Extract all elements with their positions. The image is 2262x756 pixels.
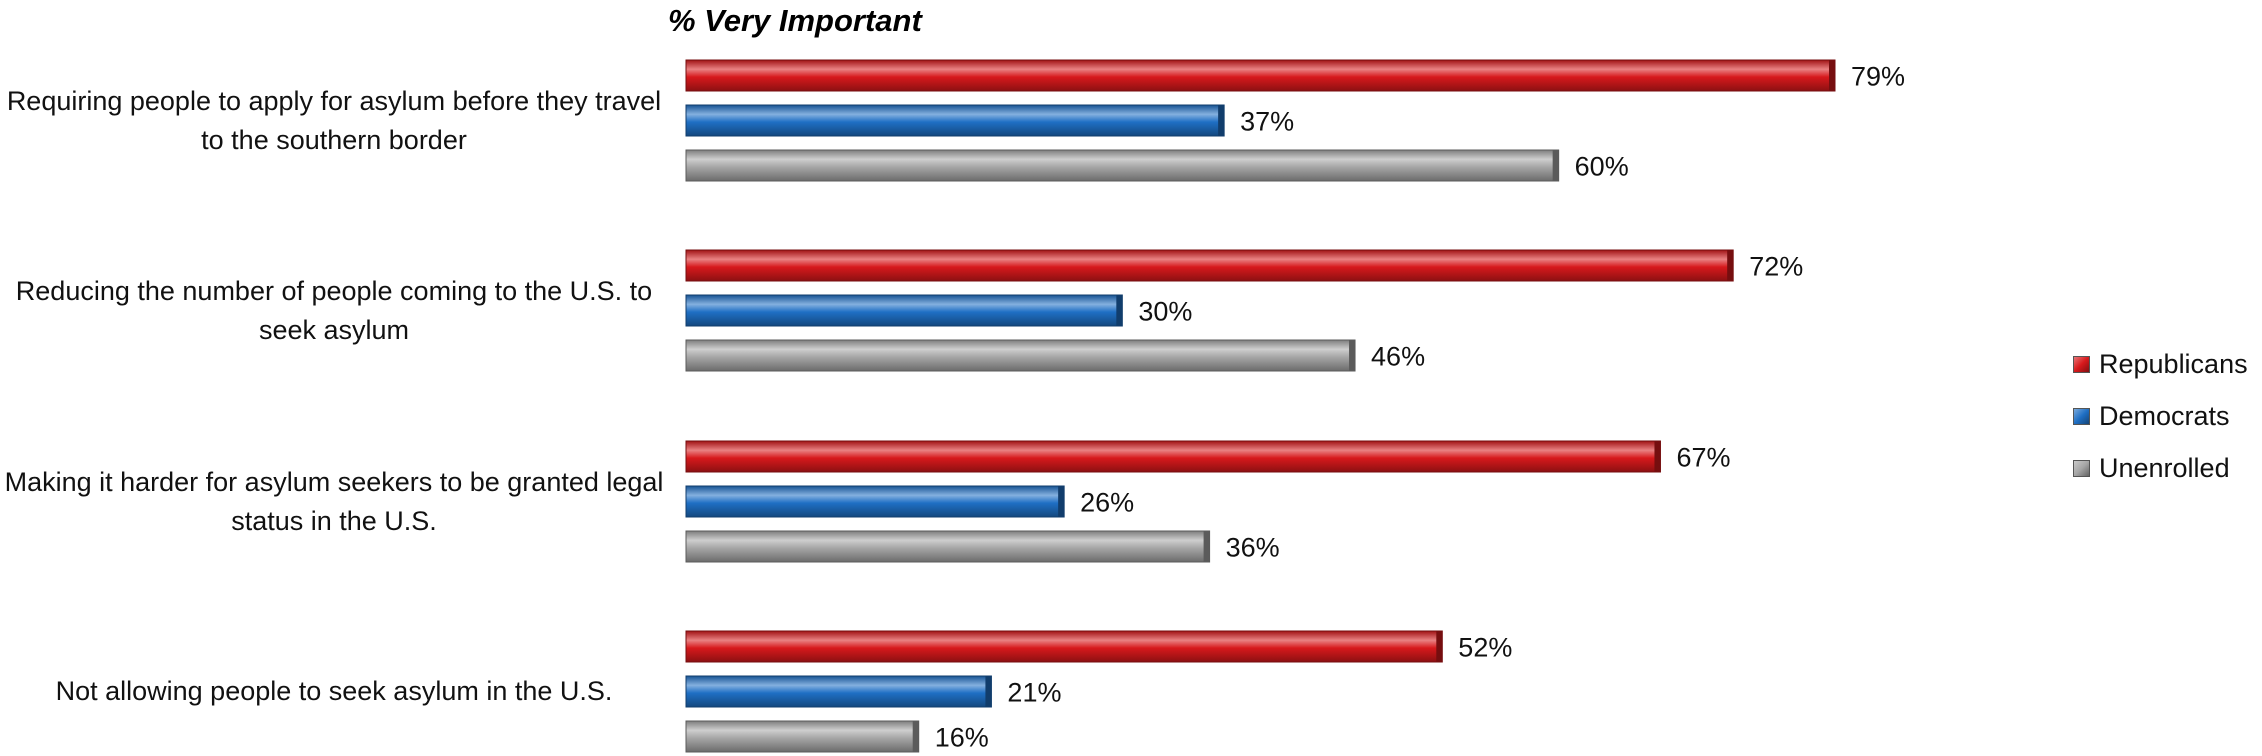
bar-democrats-2 — [685, 294, 1123, 327]
bar-end-democrats-4 — [985, 676, 992, 707]
legend-item-republicans: Republicans — [2073, 338, 2248, 390]
value-label-unenrolled-1: 60% — [1575, 152, 1629, 182]
bar-democrats-1 — [685, 104, 1225, 137]
category-label-4: Not allowing people to seek asylum in th… — [55, 676, 613, 706]
bar-unenrolled-1 — [685, 149, 1560, 182]
category-label-3: Making it harder for asylum seekers to b… — [4, 466, 664, 536]
bar-end-republicans-3 — [1654, 441, 1661, 472]
bar-end-democrats-1 — [1218, 105, 1225, 136]
bar-end-democrats-2 — [1116, 295, 1123, 326]
bar-unenrolled-4 — [685, 720, 920, 753]
value-label-republicans-3: 67% — [1676, 443, 1730, 473]
value-label-democrats-3: 26% — [1080, 488, 1134, 518]
category-label-2: Reducing the number of people coming to … — [15, 275, 653, 345]
value-label-republicans-1: 79% — [1851, 62, 1905, 92]
chart-title: % Very Important — [668, 3, 923, 38]
bar-unenrolled-2 — [685, 339, 1356, 372]
value-label-unenrolled-3: 36% — [1226, 533, 1280, 563]
legend: Republicans Democrats Unenrolled — [2073, 338, 2248, 494]
bar-end-republicans-4 — [1436, 631, 1443, 662]
value-label-democrats-4: 21% — [1007, 678, 1061, 708]
legend-label-republicans: Republicans — [2099, 348, 2248, 379]
legend-swatch-unenrolled — [2073, 459, 2090, 477]
legend-label-unenrolled: Unenrolled — [2099, 452, 2230, 483]
category-label-1: Requiring people to apply for asylum bef… — [6, 85, 662, 155]
value-label-republicans-2: 72% — [1749, 252, 1803, 282]
legend-item-democrats: Democrats — [2073, 390, 2248, 442]
bar-end-unenrolled-2 — [1349, 340, 1356, 371]
bar-end-republicans-2 — [1727, 250, 1734, 281]
legend-swatch-republicans — [2073, 355, 2090, 373]
value-label-unenrolled-4: 16% — [935, 723, 989, 753]
bar-republicans-4 — [685, 630, 1443, 663]
bar-end-democrats-3 — [1058, 486, 1065, 517]
value-label-democrats-1: 37% — [1240, 107, 1294, 137]
bar-end-republicans-1 — [1829, 60, 1835, 91]
bar-republicans-1 — [685, 59, 1836, 92]
bar-democrats-3 — [685, 485, 1065, 518]
bars-layer: 79% 72% 67% 52% 37% 30% 26% 21% 60% 46% 36% 16% — [685, 59, 1905, 753]
value-label-democrats-2: 30% — [1138, 297, 1192, 327]
bar-democrats-4 — [685, 675, 992, 708]
bar-republicans-2 — [685, 249, 1734, 282]
legend-item-unenrolled: Unenrolled — [2073, 442, 2248, 494]
bar-end-unenrolled-3 — [1203, 531, 1210, 562]
bar-end-unenrolled-1 — [1552, 150, 1559, 181]
bar-republicans-3 — [685, 440, 1661, 473]
bar-unenrolled-3 — [685, 530, 1211, 563]
legend-swatch-democrats — [2073, 407, 2090, 425]
legend-label-democrats: Democrats — [2099, 400, 2230, 431]
value-label-republicans-4: 52% — [1458, 633, 1512, 663]
value-label-unenrolled-2: 46% — [1371, 342, 1425, 372]
bar-end-unenrolled-4 — [912, 721, 919, 752]
